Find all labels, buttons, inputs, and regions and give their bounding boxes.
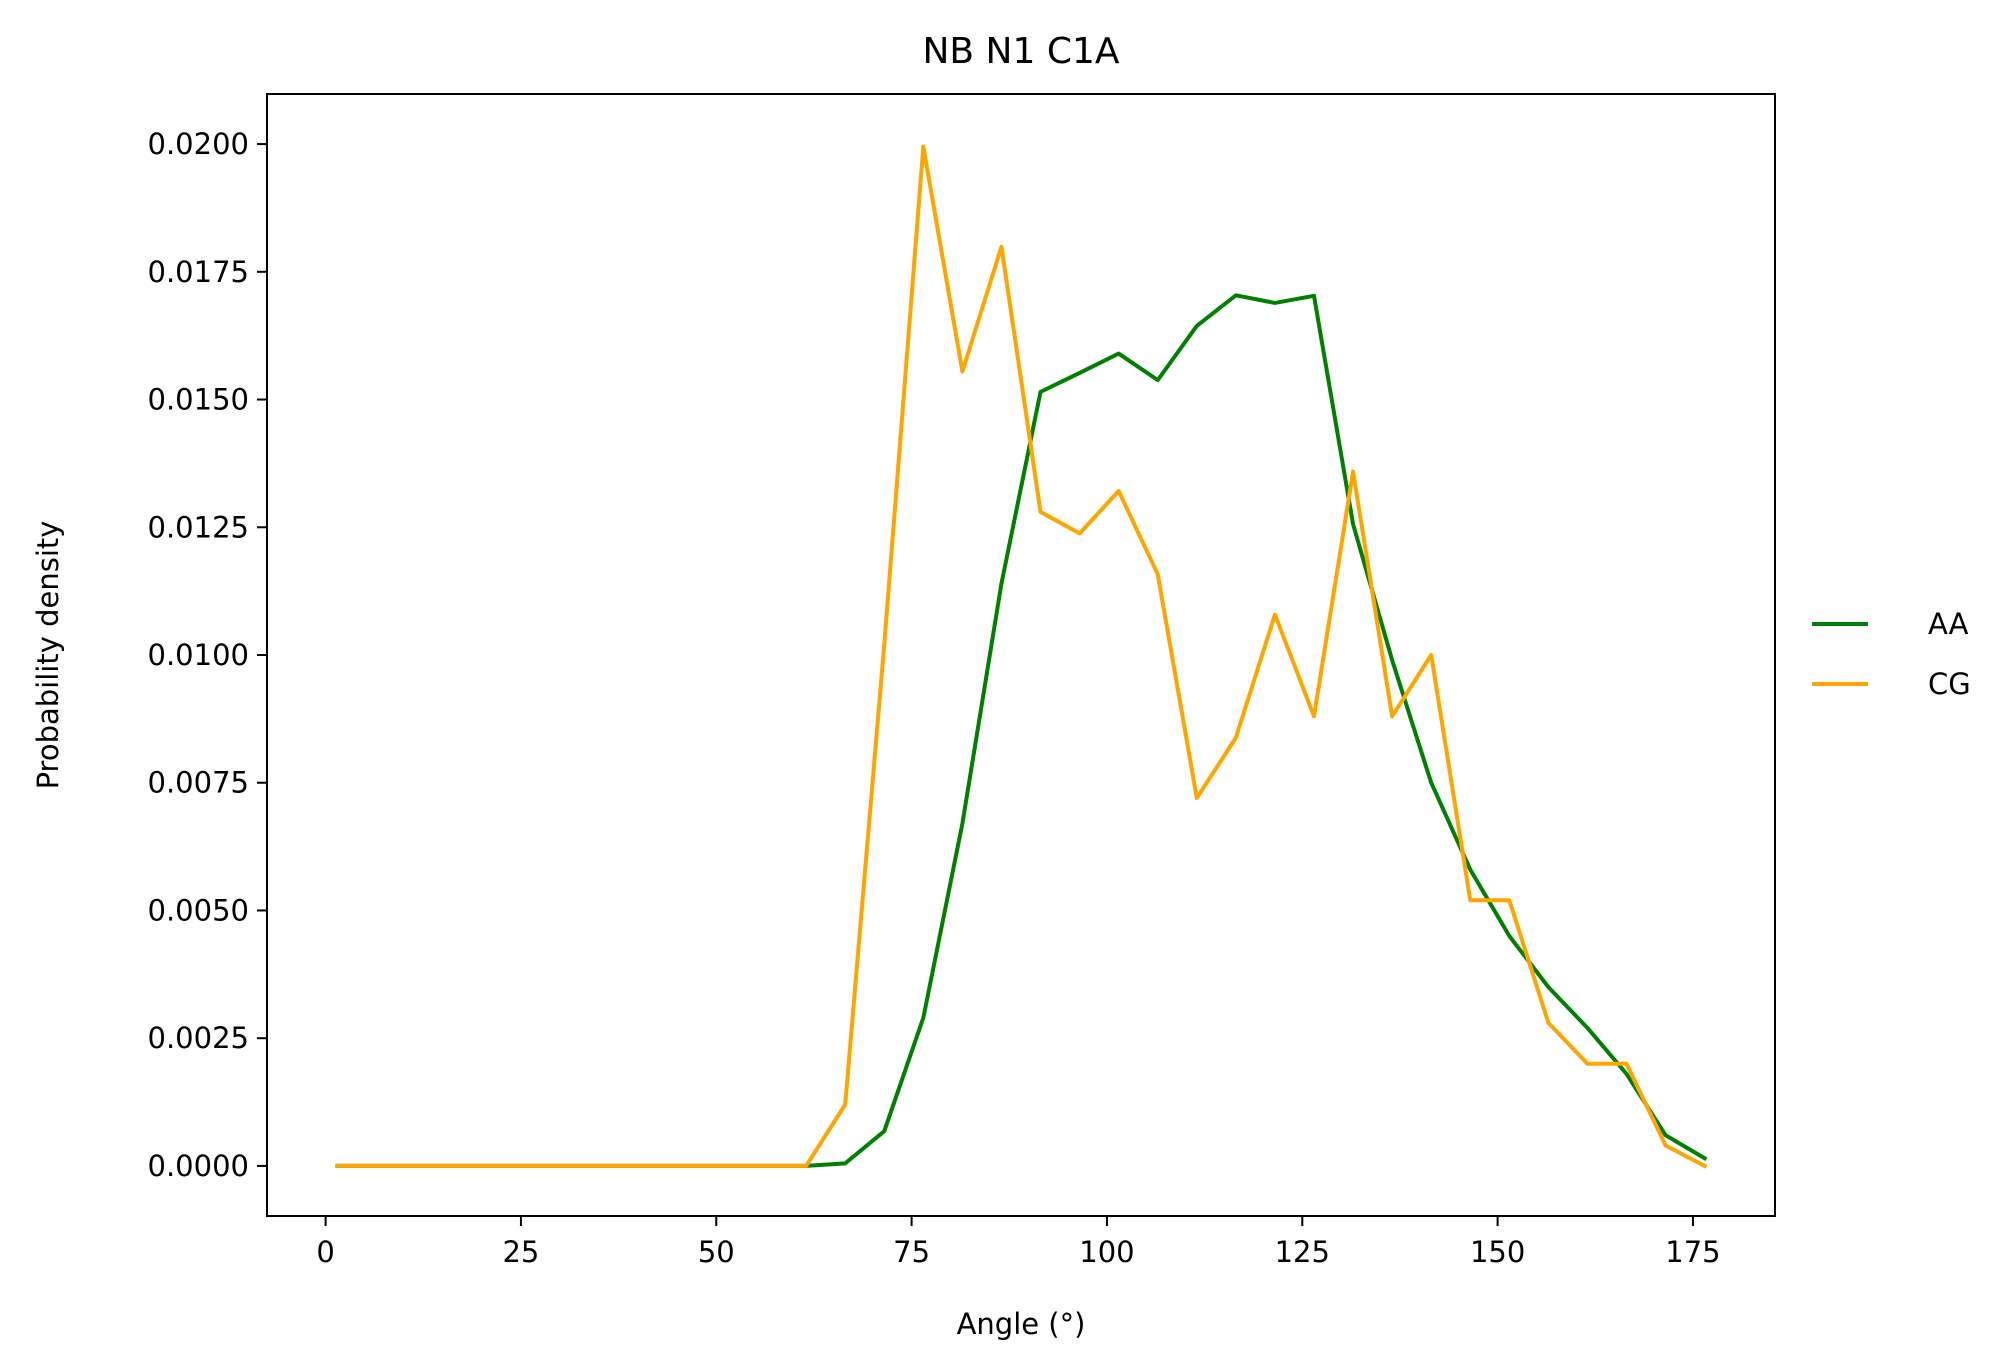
y-tick-label: 0.0150 [148, 383, 249, 417]
y-tick-label: 0.0025 [148, 1021, 249, 1055]
legend: AA CG [1812, 607, 1971, 701]
x-tick-label: 175 [1665, 1235, 1720, 1269]
y-tick-label: 0.0125 [148, 510, 249, 544]
x-axis-title: Angle (°) [957, 1307, 1086, 1341]
x-tick-label: 125 [1275, 1235, 1330, 1269]
y-tick-label: 0.0100 [148, 638, 249, 672]
y-axis-title: Probability density [31, 521, 65, 790]
y-tick-label: 0.0175 [148, 255, 249, 289]
chart-title: NB N1 C1A [922, 31, 1119, 72]
y-tick-label: 0.0000 [148, 1149, 249, 1183]
y-tick-label: 0.0075 [148, 766, 249, 800]
x-tick-label: 75 [893, 1235, 930, 1269]
series-line-cg [335, 144, 1708, 1169]
x-tick-label: 50 [698, 1235, 735, 1269]
legend-label-cg: CG [1928, 667, 1971, 701]
legend-label-aa: AA [1928, 607, 1969, 641]
x-axis: 0 25 50 75 100 125 150 175 [316, 1216, 1721, 1269]
x-tick-label: 25 [502, 1235, 539, 1269]
x-tick-label: 150 [1470, 1235, 1525, 1269]
y-tick-label: 0.0050 [148, 893, 249, 927]
y-tick-label: 0.0200 [148, 127, 249, 161]
x-tick-label: 0 [316, 1235, 334, 1269]
x-tick-label: 100 [1079, 1235, 1134, 1269]
plot-lines [335, 144, 1708, 1169]
y-axis: 0.0000 0.0025 0.0050 0.0075 0.0100 0.0125 0.01… [148, 127, 267, 1183]
